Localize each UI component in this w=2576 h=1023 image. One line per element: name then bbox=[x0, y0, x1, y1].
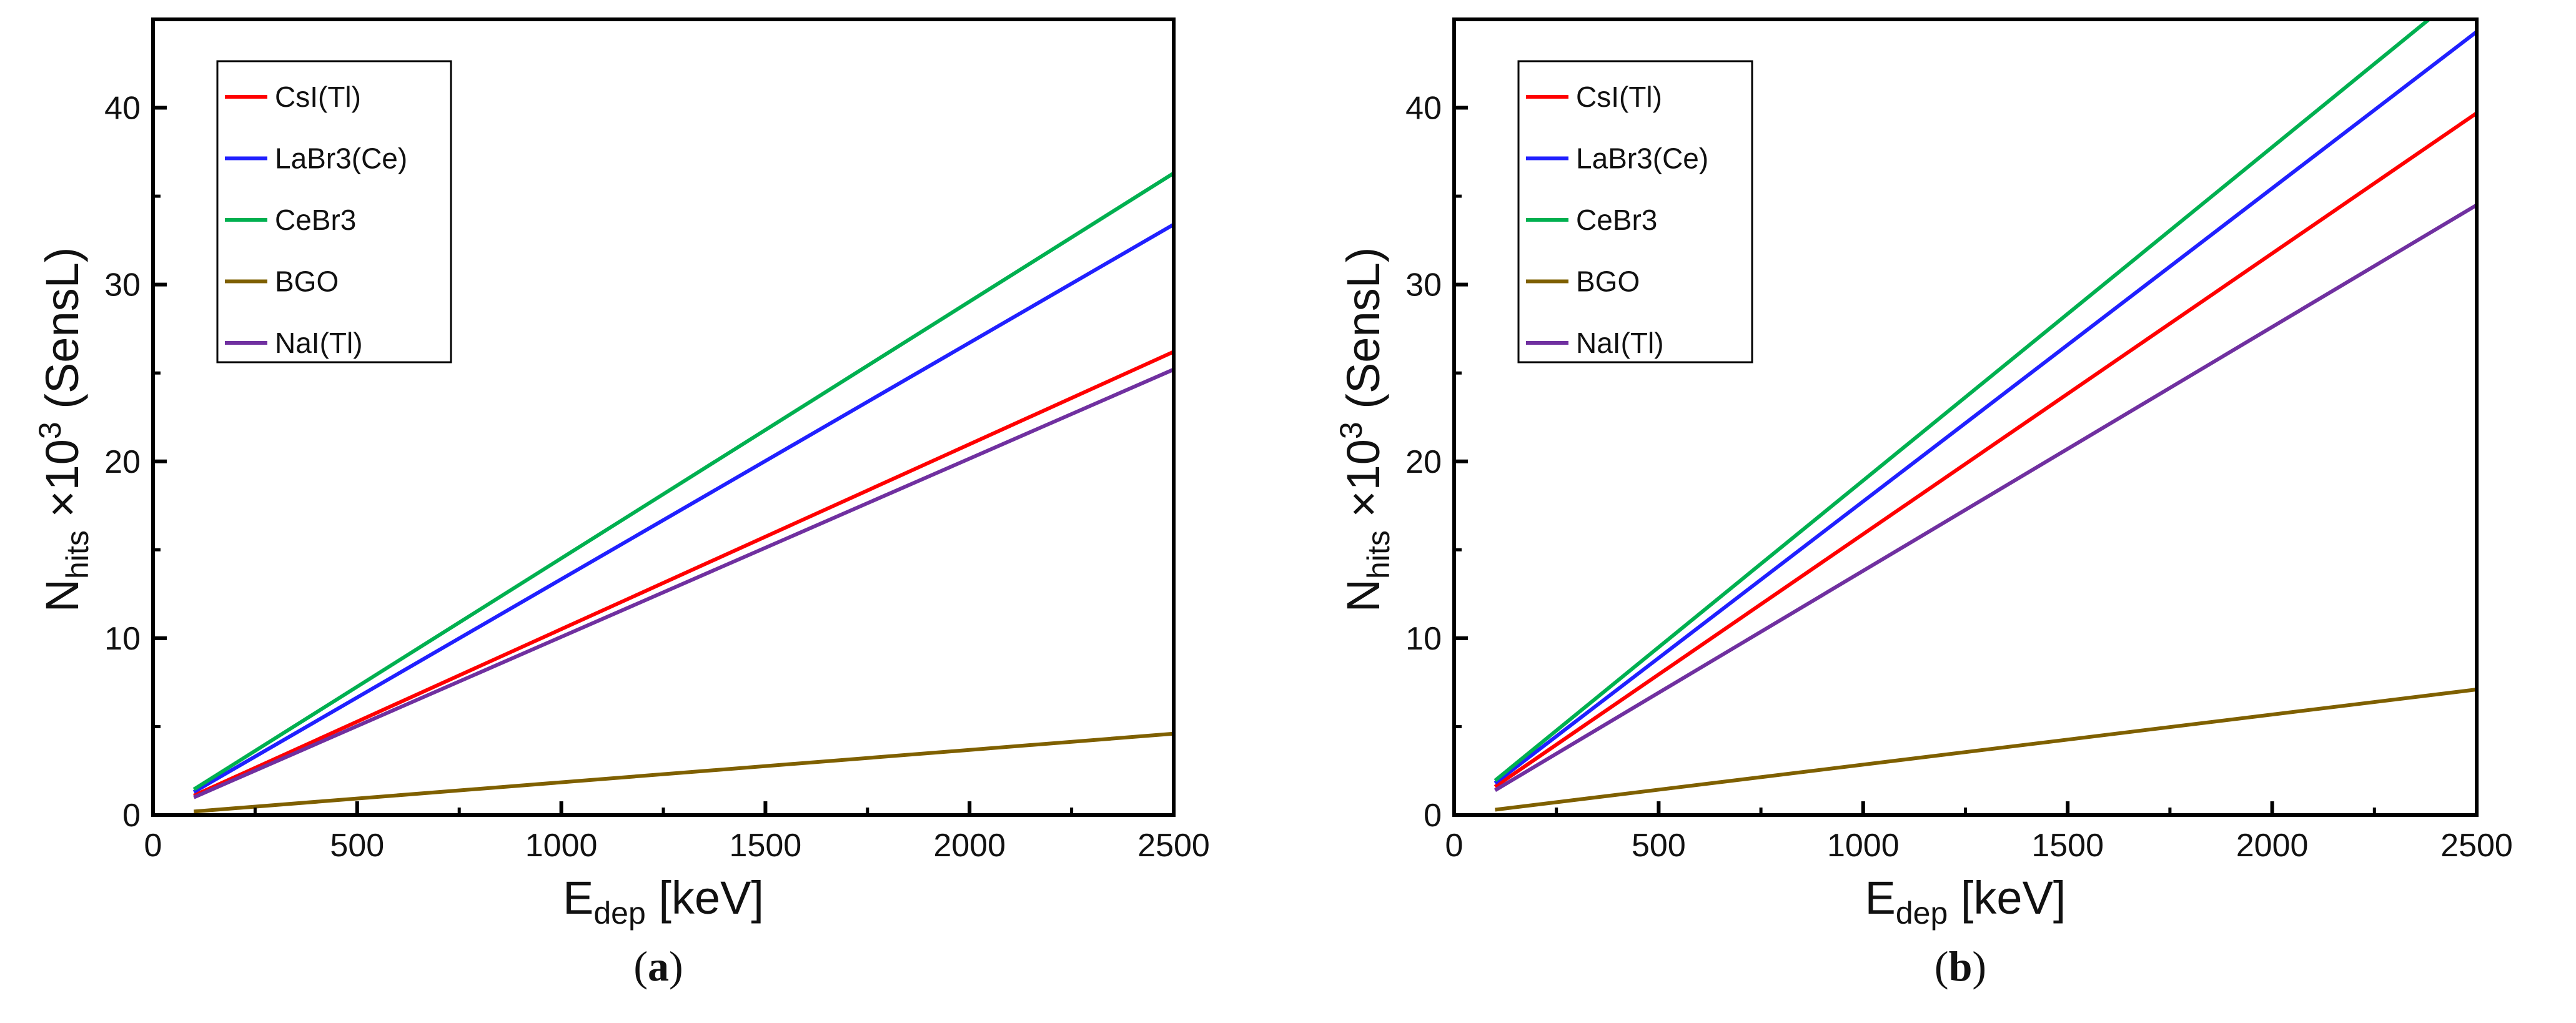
y-label-sup: 3 bbox=[32, 422, 67, 439]
panel-caption: (b) bbox=[1934, 942, 1986, 990]
series-line-labr3-ce- bbox=[1494, 30, 2477, 785]
legend-label: LaBr3(Ce) bbox=[275, 142, 407, 175]
series-line-nai-tl- bbox=[193, 367, 1174, 799]
y-tick-label: 20 bbox=[104, 444, 141, 480]
x-label-main: E bbox=[563, 872, 593, 924]
series-line-csi-tl- bbox=[1494, 111, 2477, 789]
legend-label: LaBr3(Ce) bbox=[1576, 142, 1708, 175]
x-tick-label: 1500 bbox=[2031, 828, 2104, 864]
legend-label: NaI(Tl) bbox=[1576, 327, 1664, 359]
y-tick-label: 40 bbox=[1405, 91, 1442, 127]
y-tick-label: 30 bbox=[104, 267, 141, 304]
x-tick-label: 500 bbox=[330, 828, 384, 864]
y-tick-label: 30 bbox=[1405, 267, 1442, 304]
x-tick-label: 500 bbox=[1632, 828, 1686, 864]
legend-label: CsI(Tl) bbox=[1576, 81, 1662, 113]
series-line-bgo bbox=[194, 731, 1174, 814]
x-tick-label: 0 bbox=[1445, 828, 1464, 864]
legend-label: BGO bbox=[1576, 265, 1640, 298]
x-axis-label: Edep [keV] bbox=[1865, 872, 2066, 931]
x-tick-label: 2500 bbox=[1137, 828, 1210, 864]
series-line-bgo bbox=[1495, 688, 2477, 812]
series-line-csi-tl- bbox=[193, 350, 1174, 798]
y-label-sub: hits bbox=[60, 530, 95, 579]
x-tick-label: 1000 bbox=[525, 828, 598, 864]
y-tick-label: 20 bbox=[1405, 444, 1442, 480]
y-tick-label: 40 bbox=[104, 91, 141, 127]
series-line-cebr3 bbox=[1494, 19, 2432, 783]
x-label-rest: [keV] bbox=[1948, 872, 2066, 924]
x-axis-label: Edep [keV] bbox=[563, 872, 764, 931]
y-label-rest: (SensL) bbox=[36, 247, 88, 422]
x-tick-label: 2000 bbox=[2236, 828, 2309, 864]
y-tick-label: 0 bbox=[122, 798, 141, 834]
y-tick-label: 10 bbox=[1405, 621, 1442, 657]
y-tick-label: 0 bbox=[1424, 798, 1442, 834]
legend-label: CeBr3 bbox=[1576, 204, 1657, 236]
caption-letter: a bbox=[648, 942, 669, 990]
x-label-main: E bbox=[1865, 872, 1896, 924]
legend: CsI(Tl) LaBr3(Ce) CeBr3 BGO NaI(Tl) bbox=[1517, 60, 1753, 363]
y-label-mid: ×10 bbox=[1337, 439, 1389, 530]
caption-close: ) bbox=[669, 942, 683, 990]
series-line-labr3-ce- bbox=[192, 222, 1174, 794]
chart-panel-b: 0 500 1000 1500 2000 2500 0 10 20 30 40 Edep [keV] N… bbox=[1334, 17, 2513, 990]
legend-box bbox=[216, 60, 452, 363]
y-tick-label: 10 bbox=[104, 621, 141, 657]
x-tick-label: 1500 bbox=[730, 828, 802, 864]
legend-box bbox=[1517, 60, 1753, 363]
legend-label: BGO bbox=[275, 265, 339, 298]
y-label-main: N bbox=[36, 579, 88, 612]
series-line-nai-tl- bbox=[1494, 203, 2477, 792]
y-label-mid: ×10 bbox=[36, 439, 88, 530]
panel-caption: (a) bbox=[633, 942, 683, 990]
x-tick-label: 2000 bbox=[933, 828, 1006, 864]
series-line-cebr3 bbox=[192, 171, 1174, 791]
y-axis-label: Nhits ×103 (SensL) bbox=[1334, 247, 1396, 613]
legend: CsI(Tl) LaBr3(Ce) CeBr3 BGO NaI(Tl) bbox=[216, 60, 452, 363]
x-tick-label: 2500 bbox=[2440, 828, 2513, 864]
y-label-sub: hits bbox=[1361, 530, 1396, 579]
chart-panel-a: 0 500 1000 1500 2000 2500 0 10 20 30 40 Edep [keV] N… bbox=[32, 17, 1210, 990]
y-axis-label: Nhits ×103 (SensL) bbox=[32, 247, 95, 613]
caption-open: ( bbox=[1934, 942, 1949, 990]
caption-letter: b bbox=[1949, 942, 1973, 990]
x-label-sub: dep bbox=[1896, 896, 1948, 931]
legend-label: NaI(Tl) bbox=[275, 327, 363, 359]
y-label-sup: 3 bbox=[1334, 422, 1369, 439]
x-tick-label: 1000 bbox=[1827, 828, 1900, 864]
caption-close: ) bbox=[1972, 942, 1986, 990]
x-label-sub: dep bbox=[593, 896, 645, 931]
y-label-main: N bbox=[1337, 579, 1389, 612]
x-tick-label: 0 bbox=[144, 828, 162, 864]
y-label-rest: (SensL) bbox=[1337, 247, 1389, 422]
legend-label: CeBr3 bbox=[275, 204, 356, 236]
caption-open: ( bbox=[633, 942, 648, 990]
x-label-rest: [keV] bbox=[646, 872, 764, 924]
legend-label: CsI(Tl) bbox=[275, 81, 361, 113]
